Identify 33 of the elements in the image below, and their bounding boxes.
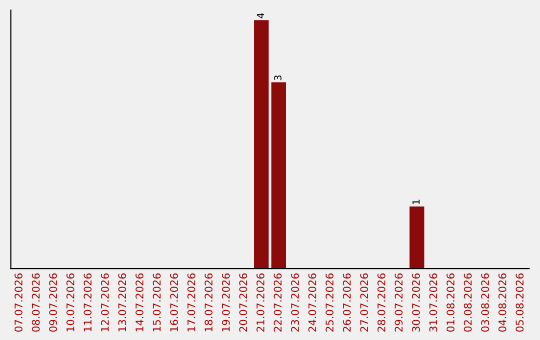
x-tick-label: 24.07.2026 — [308, 273, 316, 332]
x-tick-label: 16.07.2026 — [170, 273, 178, 332]
x-tick-label: 26.07.2026 — [342, 273, 351, 332]
x-tick-label: 12.07.2026 — [100, 273, 109, 332]
x-tick-label: 30.07.2026 — [412, 273, 420, 332]
x-tick-label: 29.07.2026 — [394, 273, 403, 332]
x-tick-label: 15.07.2026 — [152, 273, 161, 332]
x-tick-label: 17.07.2026 — [187, 273, 196, 332]
x-tick-label: 03.08.2026 — [481, 273, 490, 332]
x-tick-label: 27.07.2026 — [360, 273, 368, 332]
x-tick-label: 04.08.2026 — [498, 273, 506, 332]
data-label: 1 — [412, 200, 420, 204]
x-tick-label: 14.07.2026 — [136, 273, 144, 332]
x-tick-label: 18.07.2026 — [204, 273, 213, 332]
x-tick-label: 10.07.2026 — [66, 273, 74, 332]
x-tick-label: 05.08.2026 — [516, 273, 524, 332]
x-tick-label: 19.07.2026 — [222, 273, 230, 332]
x-tick-label: 02.08.2026 — [464, 273, 472, 332]
x-tick-label: 31.07.2026 — [429, 273, 438, 332]
x-tick-label: 28.07.2026 — [377, 273, 386, 332]
x-tick-label: 11.07.2026 — [84, 273, 92, 332]
x-tick-label: 20.07.2026 — [239, 273, 248, 332]
x-tick-label: 25.07.2026 — [326, 273, 334, 332]
x-tick-label: 08.07.2026 — [32, 273, 40, 332]
x-tick-label: 22.07.2026 — [274, 273, 282, 332]
x-tick-label: 09.07.2026 — [49, 273, 58, 332]
x-tick-label: 13.07.2026 — [118, 273, 126, 332]
x-tick-label: 23.07.2026 — [291, 273, 299, 332]
data-label: 4 — [256, 13, 264, 18]
x-tick-label: 07.07.2026 — [14, 273, 22, 332]
x-tick-label: 21.07.2026 — [256, 273, 264, 332]
x-tick-label: 01.08.2026 — [446, 273, 454, 332]
data-label: 3 — [274, 75, 282, 80]
